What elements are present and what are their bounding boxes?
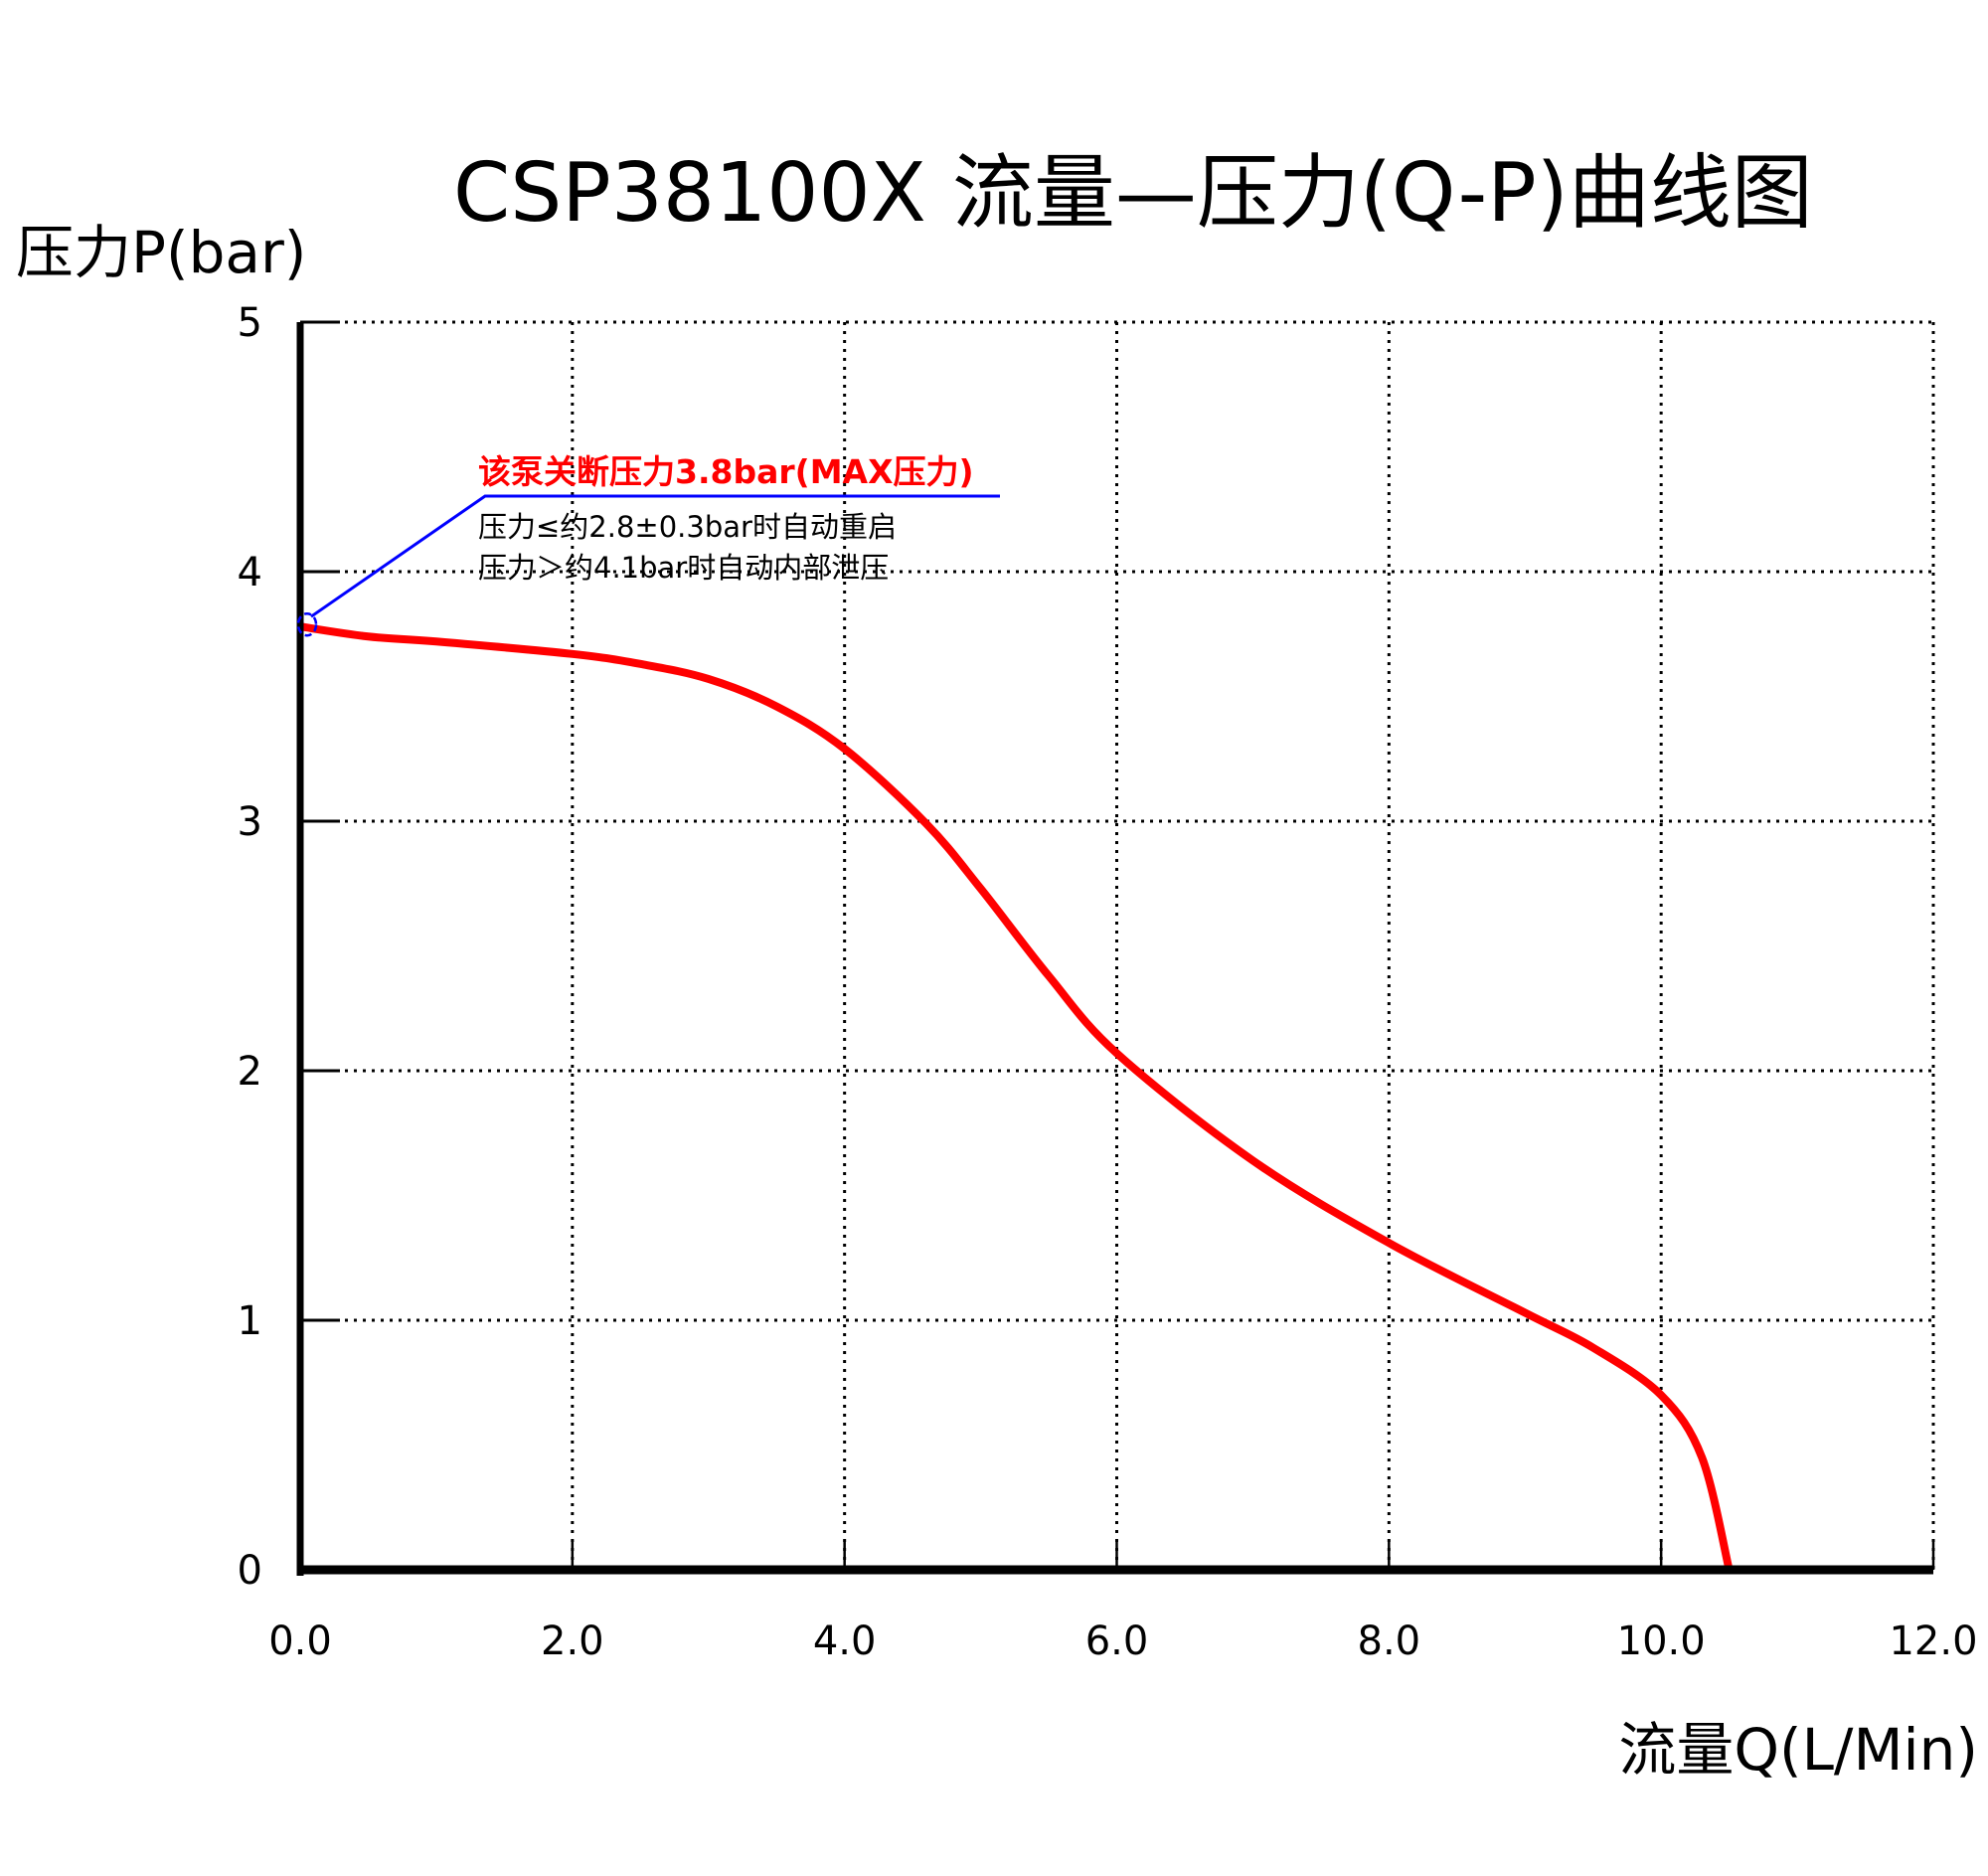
annotation-marker bbox=[296, 611, 318, 637]
x-tick-label: 4.0 bbox=[813, 1619, 877, 1664]
annotation-leader-line bbox=[310, 494, 1000, 618]
series-line bbox=[299, 622, 1734, 1571]
y-tick-label: 0 bbox=[238, 1548, 262, 1594]
y-tick-label: 1 bbox=[238, 1298, 262, 1344]
y-tick-label: 3 bbox=[238, 799, 262, 845]
x-tick-label: 12.0 bbox=[1889, 1619, 1977, 1664]
grid bbox=[300, 320, 1935, 1570]
x-tick-label: 6.0 bbox=[1085, 1619, 1149, 1664]
annotation-line-1: 压力≤约2.8±0.3bar时自动重启 bbox=[478, 510, 897, 544]
y-tick-label: 2 bbox=[238, 1049, 262, 1095]
series-group bbox=[299, 622, 1734, 1571]
x-tick-label: 8.0 bbox=[1358, 1619, 1421, 1664]
annotation-title: 该泵关断压力3.8bar(MAX压力) bbox=[478, 452, 974, 491]
axes bbox=[296, 322, 1933, 1576]
y-axis-label: 压力P(bar) bbox=[16, 219, 306, 286]
x-tick-label: 2.0 bbox=[541, 1619, 604, 1664]
y-tick-label: 4 bbox=[238, 550, 262, 596]
ticks: 0.0 2.0 4.0 6.0 8.0 10.0 12.0 0 1 2 3 4 5 bbox=[238, 300, 1978, 1664]
x-axis-label: 流量Q(L/Min) bbox=[1618, 1716, 1978, 1784]
x-tick-label: 0.0 bbox=[268, 1619, 332, 1664]
annotation-line-2: 压力＞约4.1bar时自动内部泄压 bbox=[478, 551, 889, 585]
annotation: 该泵关断压力3.8bar(MAX压力) 压力≤约2.8±0.3bar时自动重启 … bbox=[296, 452, 1000, 637]
x-tick-label: 10.0 bbox=[1617, 1619, 1706, 1664]
chart-title: CSP38100X 流量—压力(Q-P)曲线图 bbox=[453, 146, 1813, 241]
y-tick-label: 5 bbox=[238, 300, 262, 346]
